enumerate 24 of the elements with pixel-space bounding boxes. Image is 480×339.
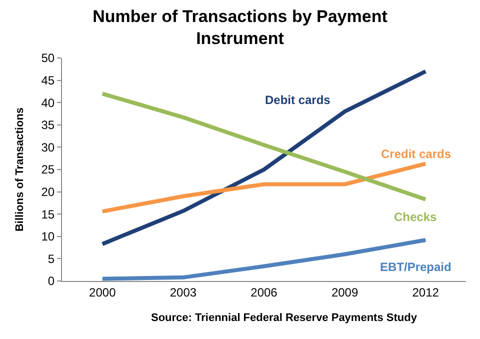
chart-title: Number of Transactions by Payment Instrument xyxy=(92,7,388,48)
x-tick-label: 2009 xyxy=(331,285,358,300)
y-tick-label: 50 xyxy=(41,51,55,66)
series-label: Checks xyxy=(394,210,438,224)
y-tick-label: 45 xyxy=(41,74,55,88)
y-tick-label: 30 xyxy=(41,140,55,154)
y-tick-label: 10 xyxy=(41,230,55,244)
y-tick-label: 35 xyxy=(41,118,55,132)
source-note: Source: Triennial Federal Reserve Payments Study xyxy=(151,312,418,324)
series-label: EBT/Prepaid xyxy=(380,260,452,274)
y-tick-label: 15 xyxy=(41,207,55,222)
y-tick-label: 5 xyxy=(48,252,55,266)
series-label: Debit cards xyxy=(265,93,331,107)
x-tick-label: 2012 xyxy=(412,285,440,300)
y-tick-label: 20 xyxy=(41,185,55,199)
y-tick-label: 40 xyxy=(41,96,55,110)
series-label: Credit cards xyxy=(381,147,452,161)
x-tick-label: 2000 xyxy=(89,285,116,300)
y-tick-label: 25 xyxy=(41,162,55,177)
y-axis-title: Billions of Transactions xyxy=(14,107,26,232)
y-tick-label: 0 xyxy=(48,274,55,288)
x-tick-label: 2003 xyxy=(170,285,197,300)
line-series xyxy=(100,162,428,214)
x-tick-label: 2006 xyxy=(250,285,278,300)
